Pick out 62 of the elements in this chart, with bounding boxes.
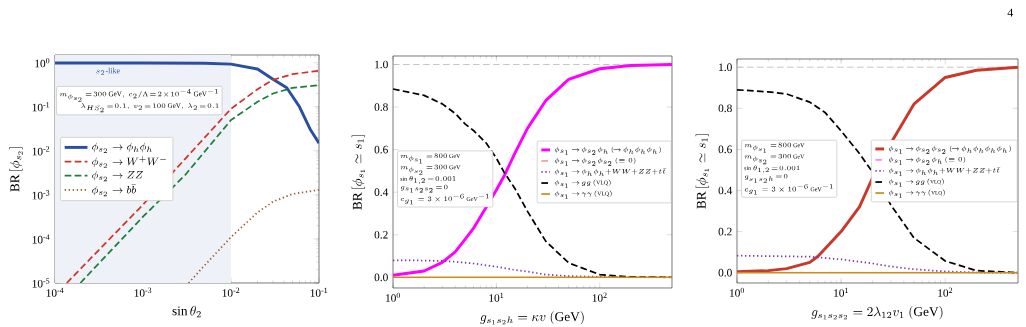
text: 4 [1007,8,1014,17]
y-tick-label: 1.0 [719,63,732,72]
annotation: $m_{\phi_{s_2}}\!=\!300~\mathrm{GeV}$ [744,154,805,165]
legend-label: $\phi_{s_1}\!\to\!gg~(\mathrm{VLQ})$ [554,179,611,188]
annotation: $\sin\theta_{1,2}\!=\!0.001$ [400,176,456,185]
legend-label: $\phi_{s_2}\to W^+W^-$ [92,156,166,168]
y-tick-label: 0.6 [718,145,732,154]
y-tick-label: 10$^{-3}$ [32,190,50,200]
y-tick-label: 0.0 [718,268,732,277]
annotation: $\sin\theta_{1,2}\!=\!0.001$ [744,165,800,174]
legend-label: $\phi_{s_1}\!\to\!\phi_{s_2}\phi_{s_2}~(\equiv0)$ [554,157,636,166]
y-tick-label: 10$^{-4}$ [32,234,50,244]
x-tick-label: 10$^{-2}$ [222,287,240,297]
y-tick-label: 10$^{-1}$ [32,102,50,112]
annotation: $c_{g_1}=3\times10^{-6}~\mathrm{GeV}^{-1}$ [744,184,833,195]
y-tick-label: 0.2 [718,227,732,236]
x-axis-title: $\sin\theta_2$ [172,305,201,318]
y-tick-label: 10$^{-2}$ [32,146,50,156]
y-axis-title: $\mathrm{BR}\,[\phi_{s_2}]$ [9,147,23,192]
y-tick-label: 0.0 [374,273,388,282]
legend-label: $\phi_{s_1}\!\to\!\phi_{s_2}\phi_{s_2}\,(\!\to\!\phi_h\phi_h\phi_h\phi_h)$ [888,145,1011,154]
x-tick-label: 10$^{-1}$ [310,287,328,297]
y-axis-title: $\mathrm{BR}\,[\phi_{s_1}\simeq s_1]$ [351,135,365,210]
legend-label: $\phi_{s_2}\to\phi_h\phi_h$ [92,142,152,153]
legend-label: $\phi_{s_1}\!\to\!\gamma\gamma~(\mathrm{VLQ})$ [888,189,945,198]
y-tick-label: 0.6 [374,145,388,154]
legend-label: $\phi_{s_2}\to b\bar b$ [92,184,137,197]
x-axis-title: $g_{s_1s_2h}=\kappa v~(\mathrm{GeV})$ [480,310,584,325]
x-tick-label: 10$^{0}$ [386,292,401,302]
annotation: $c_{g_1}=3\times10^{-6}~\mathrm{GeV}^{-1}$ [400,193,489,205]
annotation: $m_{\phi_{s_1}}\!=\!800~\mathrm{GeV}$ [400,153,461,164]
legend-label: $\phi_{s_1}\!\to\!gg~(\mathrm{VLQ})$ [888,178,944,187]
x-axis-title: $g_{s_1s_2s_2}=2\lambda_{12}v_1~(\mathrm{GeV})$ [811,305,943,320]
annotation: $m_{\phi_{s_1}}\!=\!800~\mathrm{GeV}$ [744,142,805,153]
y-tick-label: 0.4 [374,188,389,197]
annotation: $g_{s_1s_2s_2}\!=\!0$ [400,184,448,193]
x-tick-label: 10$^{2}$ [592,292,607,302]
x-tick-label: 10$^{1}$ [834,287,848,297]
y-tick-label: 1.0 [375,60,388,69]
y-tick-label: 0.8 [374,103,388,111]
y-axis-title: $\mathrm{BR}\,[\phi_{s_1}\simeq s_1]$ [695,134,709,209]
annotation: $m_{\phi_{s_2}}\!=\!300~\mathrm{GeV}$ [400,164,461,175]
annotation: $m_{\phi_{s_2}}\!=\!300~\mathrm{GeV},~c_2/\Lambda\!=\!2\!\times\!10^{-4}~\mathrm{GeV}^{-1}$ [59,88,218,102]
legend-label: $\phi_{s_1}\!\to\!\phi_{s_2}\phi_h~(\equiv0)$ [888,156,966,165]
x-tick-label: 10$^{1}$ [489,292,504,302]
legend-label: $\phi_{s_1}\!\to\!\phi_{s_2}\phi_h\,(\!\to\!\phi_h\phi_h\phi_h)$ [554,146,661,155]
y-tick-label: 0.8 [718,104,732,113]
annotation: $g_{s_1s_2h}\!=\!0$ [744,174,788,183]
x-tick-label: 10$^{2}$ [938,287,953,297]
y-tick-label: 0.2 [374,230,388,239]
x-tick-label: 10$^{0}$ [730,287,745,297]
band-label: $s_2\mbox{-like}$ [96,67,120,75]
x-tick-label: 10$^{-3}$ [134,287,152,297]
y-tick-label: 10$^{0}$ [35,58,50,68]
x-tick-label: 10$^{-4}$ [46,287,64,297]
legend-label: $\phi_{s_1}\!\to\!\phi_h\phi_h{+}WW{+}ZZ{+}t\bar t$ [888,167,1001,176]
y-tick-label: 0.4 [718,186,733,195]
legend-label: $\phi_{s_1}\!\to\!\phi_h\phi_h{+}WW{+}ZZ{+}t\bar t$ [554,168,667,177]
annotation: $\lambda_{HS_2}\!=\!0.1,~v_2\!=\!100~\mathrm{GeV},~\lambda_2\!=\!0.1$ [81,103,219,113]
y-tick-label: 10$^{-5}$ [32,278,50,288]
legend-label: $\phi_{s_2}\to ZZ$ [92,170,143,182]
legend-label: $\phi_{s_1}\!\to\!\gamma\gamma~(\mathrm{VLQ})$ [554,190,612,199]
